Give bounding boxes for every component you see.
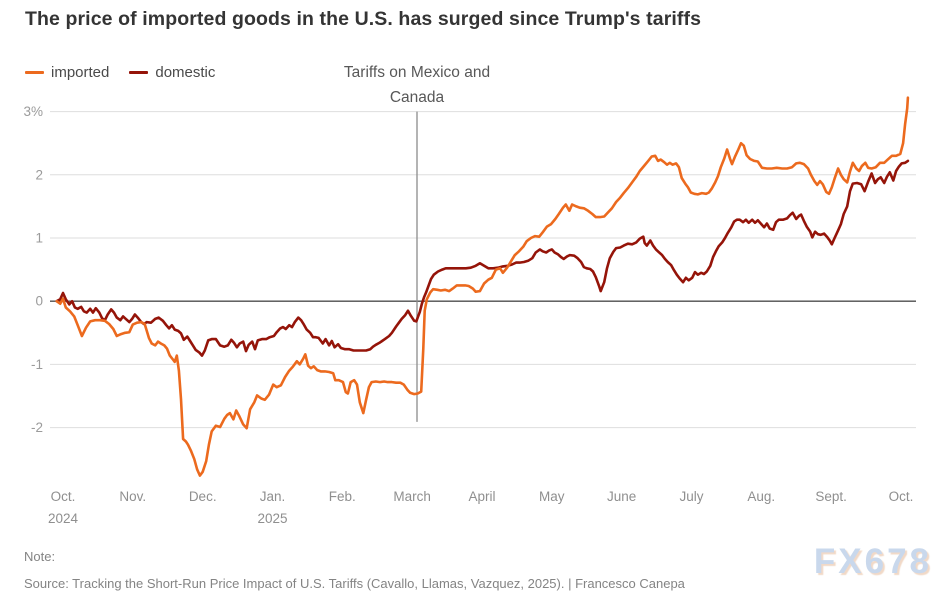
domestic-line bbox=[55, 159, 910, 357]
legend: imported domestic bbox=[25, 64, 215, 81]
x-tick-label: June bbox=[607, 489, 636, 504]
y-tick-label: 0 bbox=[35, 294, 43, 309]
y-tick-label: -1 bbox=[31, 357, 43, 372]
x-tick-label: Sept. bbox=[815, 489, 847, 504]
source-line: Source: Tracking the Short-Run Price Imp… bbox=[24, 576, 685, 591]
chart-title: The price of imported goods in the U.S. … bbox=[25, 8, 702, 30]
imported-line bbox=[55, 96, 910, 477]
legend-label-domestic: domestic bbox=[155, 64, 216, 81]
tariff-annotation-line2: Canada bbox=[389, 89, 445, 106]
x-tick-label: May bbox=[539, 489, 565, 504]
x-tick-label: March bbox=[393, 489, 431, 504]
x-tick-label: Dec. bbox=[189, 489, 217, 504]
legend-label-imported: imported bbox=[51, 64, 110, 81]
y-tick-label: 3% bbox=[23, 104, 43, 119]
x-tick-label: Jan. bbox=[260, 489, 286, 504]
x-tick-label: Aug. bbox=[747, 489, 775, 504]
legend-item-imported: imported bbox=[25, 64, 109, 81]
x-tick-label: Oct. bbox=[889, 489, 914, 504]
legend-item-domestic: domestic bbox=[129, 64, 215, 81]
y-tick-label: -2 bbox=[31, 420, 43, 435]
x-year-label: 2025 bbox=[257, 511, 287, 526]
note-label: Note: bbox=[24, 549, 56, 564]
tariff-annotation-line1: Tariffs on Mexico and bbox=[343, 64, 491, 81]
y-tick-label: 2 bbox=[35, 167, 43, 182]
tariff-annotation: Tariffs on Mexico and Canada bbox=[306, 60, 528, 110]
x-tick-label: July bbox=[679, 489, 703, 504]
y-tick-label: 1 bbox=[35, 231, 43, 246]
fx678-watermark: FX678 bbox=[813, 542, 932, 581]
x-tick-label: Nov. bbox=[119, 489, 146, 504]
x-tick-label: Oct. bbox=[51, 489, 76, 504]
x-tick-label: April bbox=[468, 489, 495, 504]
x-tick-label: Feb. bbox=[329, 489, 356, 504]
imported-line-swatch bbox=[25, 70, 44, 75]
x-year-label: 2024 bbox=[48, 511, 79, 526]
domestic-line-swatch bbox=[129, 70, 149, 75]
